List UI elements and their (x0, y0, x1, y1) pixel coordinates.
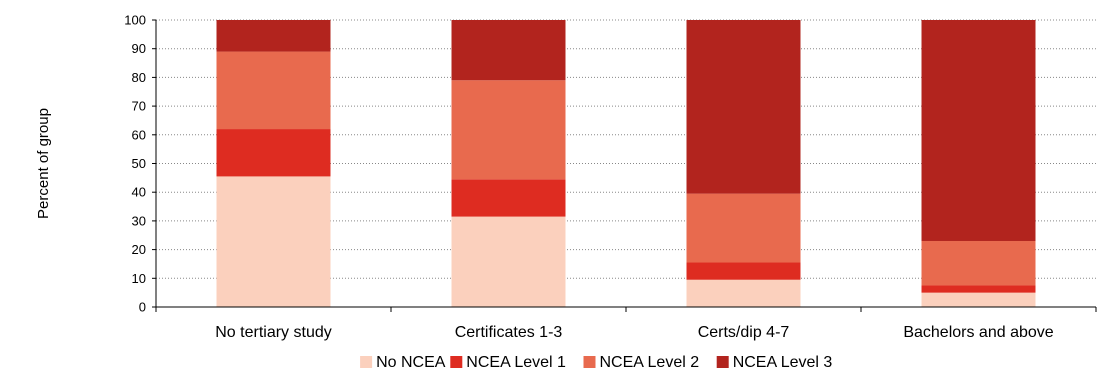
y-tick-label: 80 (132, 70, 146, 85)
y-tick-label: 20 (132, 242, 146, 257)
y-tick-label: 40 (132, 185, 146, 200)
bar-segment (216, 129, 331, 177)
legend-swatch (583, 356, 596, 368)
legend-label: NCEA Level 2 (600, 354, 700, 371)
legend-label: NCEA Level 1 (466, 354, 566, 371)
x-category-labels: No tertiary study Certificates 1-3 Certs/d… (215, 324, 1054, 341)
x-category-label: Bachelors and above (903, 324, 1053, 341)
y-tick-label: 30 (132, 213, 146, 228)
y-tick-label: 70 (132, 99, 146, 114)
bar-segment (921, 20, 1036, 241)
legend-label: NCEA Level 3 (733, 354, 833, 371)
bar-segment (921, 292, 1036, 307)
legend-label: No NCEA (376, 354, 446, 371)
bar-segment (216, 51, 331, 130)
y-tick-label: 0 (139, 300, 146, 315)
y-tick-label: 10 (132, 271, 146, 286)
bar-segment (451, 179, 566, 217)
legend: No NCEA NCEA Level 1 NCEA Level 2 NCEA Leve… (360, 354, 832, 371)
legend-swatch (450, 356, 463, 368)
bar-segment (686, 279, 801, 307)
y-tick-label: 50 (132, 156, 146, 171)
bar-segment (451, 20, 566, 81)
bar-segment (216, 20, 331, 52)
bar-segment (686, 193, 801, 263)
y-tick-label: 90 (132, 41, 146, 56)
y-tick-labels: 0 10 20 30 40 50 60 70 80 90 100 (124, 13, 146, 315)
legend-swatch (716, 356, 729, 368)
bar-segment (921, 285, 1036, 293)
x-category-label: No tertiary study (215, 324, 331, 341)
bar-segment (451, 216, 566, 307)
bar-segment (921, 240, 1036, 286)
y-tick-label: 60 (132, 127, 146, 142)
bar-segment (216, 176, 331, 307)
x-category-label: Certs/dip 4-7 (698, 324, 790, 341)
bar-segment (686, 20, 801, 194)
y-tick-label: 100 (124, 13, 146, 28)
bars (216, 20, 1036, 307)
x-category-label: Certificates 1-3 (455, 324, 563, 341)
legend-swatch (360, 356, 373, 368)
axes (152, 19, 1097, 312)
bar-segment (451, 80, 566, 180)
bar-segment (686, 262, 801, 280)
y-axis-title: Percent of group (35, 108, 52, 219)
